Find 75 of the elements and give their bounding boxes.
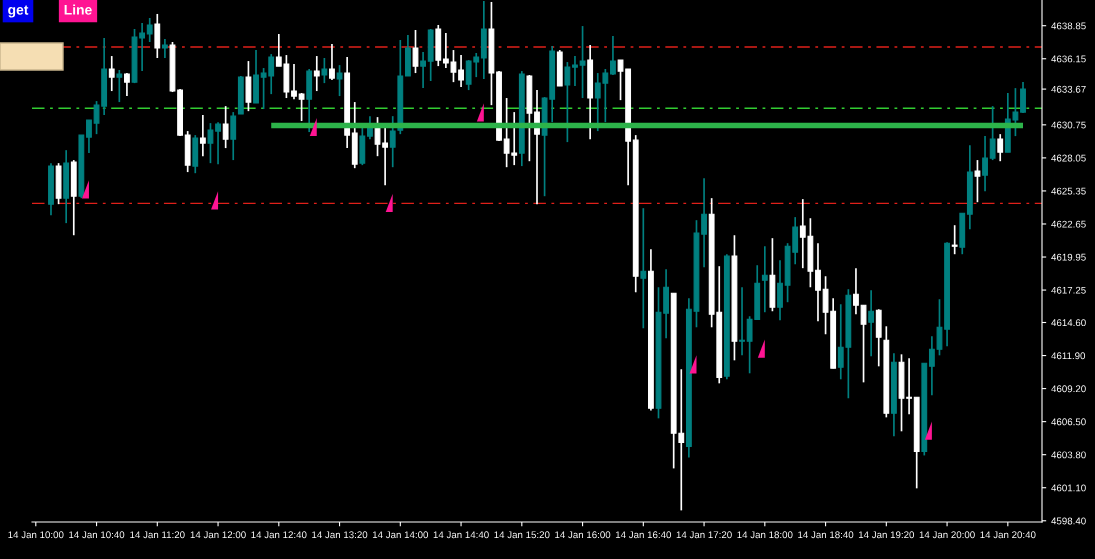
y-tick-label: 4625.35 xyxy=(1051,187,1086,195)
candlestick xyxy=(1020,81,1026,114)
candlestick xyxy=(974,159,981,204)
x-tick-label: 14 Jan 20:40 xyxy=(980,531,1036,539)
candlestick xyxy=(640,207,647,330)
y-tick-label: 4638.85 xyxy=(1051,22,1086,30)
candlestick xyxy=(458,54,464,88)
candlestick xyxy=(739,286,745,357)
candlestick xyxy=(853,267,859,316)
x-tick-label: 14 Jan 13:20 xyxy=(312,531,368,539)
y-tick-label: 4619.95 xyxy=(1051,253,1086,261)
x-tick-label: 14 Jan 18:40 xyxy=(798,531,854,539)
y-tick-label: 4611.90 xyxy=(1051,352,1086,360)
y-tick-label: 4617.25 xyxy=(1051,286,1086,294)
candlestick xyxy=(222,105,229,149)
candlestick xyxy=(215,121,221,165)
x-tick-label: 14 Jan 19:20 xyxy=(858,531,915,539)
y-tick-label: 4598.40 xyxy=(1051,517,1086,525)
candlestick xyxy=(951,224,958,256)
candlestick xyxy=(989,105,996,161)
x-tick-label: 14 Jan 17:20 xyxy=(676,531,732,539)
candlestick xyxy=(199,114,206,158)
y-tick-label: 4628.05 xyxy=(1051,154,1086,162)
candlestick xyxy=(146,17,153,43)
x-tick-label: 14 Jan 11:20 xyxy=(130,531,185,539)
candlestick xyxy=(291,63,297,100)
candlestick xyxy=(997,133,1004,163)
candlestick xyxy=(313,55,320,92)
candlestick xyxy=(108,55,115,92)
x-tick-label: 14 Jan 10:00 xyxy=(8,531,64,539)
candlestick xyxy=(207,122,214,164)
candlestick xyxy=(868,289,875,358)
x-tick-label: 14 Jan 10:40 xyxy=(69,531,125,539)
y-tick-label: 4622.65 xyxy=(1051,220,1086,228)
x-tick-label: 14 Jan 20:00 xyxy=(919,531,975,539)
x-tick-label: 14 Jan 14:40 xyxy=(433,531,489,539)
candlestick xyxy=(564,61,571,143)
candlestick xyxy=(86,119,92,154)
candlestick xyxy=(161,38,168,59)
candlestick xyxy=(579,25,586,99)
candlestick xyxy=(610,35,616,76)
x-tick-label: 14 Jan 12:00 xyxy=(190,531,246,539)
annotation: Line xyxy=(64,4,92,15)
candlestick xyxy=(777,259,783,322)
candlestick xyxy=(336,64,343,97)
x-tick-label: 14 Jan 15:20 xyxy=(494,531,550,539)
y-tick-label: 4603.80 xyxy=(1051,451,1086,459)
x-tick-label: 14 Jan 14:00 xyxy=(372,531,429,539)
candlestick xyxy=(815,242,821,323)
candlestick xyxy=(701,177,707,269)
candlestick xyxy=(116,69,123,103)
x-tick-label: 14 Jan 12:40 xyxy=(251,531,307,539)
candlestick xyxy=(124,72,130,97)
candlestick xyxy=(420,51,426,89)
candlestick xyxy=(230,111,237,161)
y-tick-label: 4609.20 xyxy=(1051,385,1086,393)
candlestick xyxy=(761,245,768,314)
candlestick xyxy=(982,135,988,193)
x-tick-label: 14 Jan 16:40 xyxy=(615,531,672,539)
y-tick-label: 4606.50 xyxy=(1051,418,1086,426)
text: get xyxy=(8,5,29,18)
candlestick xyxy=(572,55,578,87)
candlestick xyxy=(154,13,161,59)
y-tick-label: 4636.15 xyxy=(1051,55,1086,63)
y-tick-label: 4601.10 xyxy=(1051,484,1086,492)
candlestick xyxy=(860,304,867,384)
x-tick-label: 14 Jan 16:00 xyxy=(555,531,611,539)
candlestick xyxy=(321,57,328,84)
y-tick-label: 4614.60 xyxy=(1051,319,1086,327)
y-tick-label: 4633.67 xyxy=(1051,85,1086,93)
x-tick-label: 14 Jan 18:00 xyxy=(737,531,793,539)
candlestick xyxy=(329,43,335,81)
candlestick xyxy=(298,92,305,122)
y-tick-label: 4630.75 xyxy=(1051,121,1086,129)
candlestick xyxy=(412,29,419,74)
